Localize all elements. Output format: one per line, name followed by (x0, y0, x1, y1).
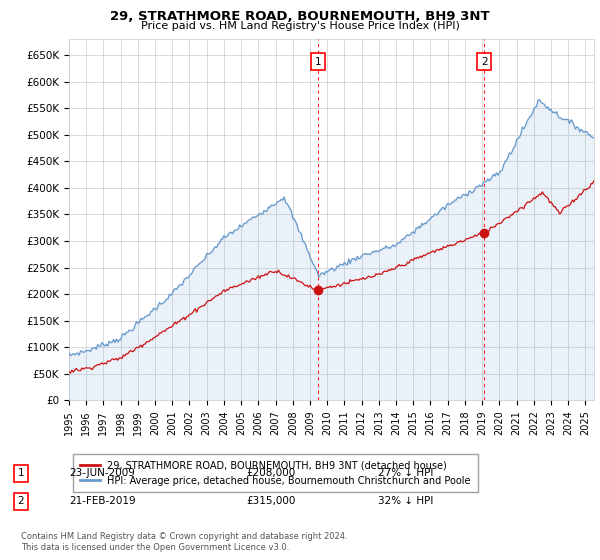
Text: £315,000: £315,000 (246, 496, 295, 506)
Text: 1: 1 (17, 468, 25, 478)
Text: £208,000: £208,000 (246, 468, 295, 478)
Text: 1: 1 (315, 57, 322, 67)
Text: 27% ↓ HPI: 27% ↓ HPI (378, 468, 433, 478)
Text: 23-JUN-2009: 23-JUN-2009 (69, 468, 135, 478)
Text: 32% ↓ HPI: 32% ↓ HPI (378, 496, 433, 506)
Text: 2: 2 (481, 57, 487, 67)
Legend: 29, STRATHMORE ROAD, BOURNEMOUTH, BH9 3NT (detached house), HPI: Average price, : 29, STRATHMORE ROAD, BOURNEMOUTH, BH9 3N… (73, 454, 478, 492)
Text: 2: 2 (17, 496, 25, 506)
Text: Contains HM Land Registry data © Crown copyright and database right 2024.
This d: Contains HM Land Registry data © Crown c… (21, 532, 347, 552)
Text: 29, STRATHMORE ROAD, BOURNEMOUTH, BH9 3NT: 29, STRATHMORE ROAD, BOURNEMOUTH, BH9 3N… (110, 10, 490, 23)
Text: 21-FEB-2019: 21-FEB-2019 (69, 496, 136, 506)
Text: Price paid vs. HM Land Registry's House Price Index (HPI): Price paid vs. HM Land Registry's House … (140, 21, 460, 31)
